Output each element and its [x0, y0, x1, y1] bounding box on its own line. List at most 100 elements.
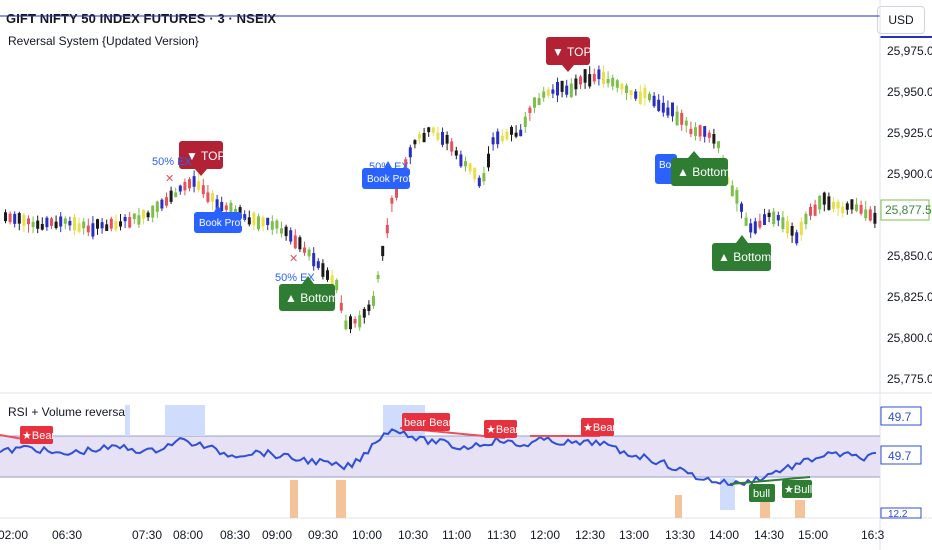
bottom-signal-1[interactable]: ▲ Bottom — [279, 276, 338, 311]
candle-body — [542, 91, 546, 98]
candle-body — [574, 78, 578, 90]
rsi-bull-label-2[interactable]: ★Bull — [782, 480, 812, 498]
candle-body — [109, 218, 113, 229]
candle-body — [13, 213, 17, 224]
candle-body — [257, 216, 260, 230]
candle-body — [477, 177, 481, 187]
candle-body — [303, 247, 306, 253]
candle-body — [330, 275, 334, 288]
candle-body — [744, 217, 748, 226]
candle-body — [17, 213, 21, 224]
symbol-title[interactable]: GIFT NIFTY 50 INDEX FUTURES · 3 · NSEIX — [6, 11, 277, 26]
candle-body — [473, 168, 477, 180]
candle-body — [4, 212, 7, 222]
currency-button[interactable]: USD — [877, 6, 925, 34]
candle-body — [114, 221, 118, 230]
candle-body — [197, 181, 201, 190]
rsi-bear-label-4[interactable]: ★Bear — [581, 418, 616, 436]
candle-body — [431, 127, 435, 133]
candle-body — [597, 69, 601, 80]
candle-body — [123, 216, 127, 222]
candle-body — [289, 230, 293, 242]
rsi-bull-text: ★Bull — [784, 484, 812, 496]
candle-body — [358, 315, 362, 328]
bottom-signal-label: ▲ Bottom — [677, 165, 730, 179]
candle-body — [261, 217, 265, 227]
book-profit-signal-2[interactable]: Book Profit — [362, 161, 416, 189]
rsi-bull-text: bull — [753, 488, 770, 500]
candle-body — [749, 223, 753, 233]
volume-highlight — [760, 498, 770, 518]
candle-body — [280, 228, 283, 234]
candle-body — [146, 212, 150, 218]
bottom-signal-3[interactable]: ▲ Bottom — [712, 235, 771, 271]
candle-body — [717, 141, 720, 149]
candles — [4, 65, 877, 334]
candle-body — [63, 218, 67, 224]
candle-body — [220, 201, 224, 211]
candle-body — [565, 85, 569, 95]
top-signal-2[interactable]: ▼ TOP — [546, 37, 591, 72]
bottom-signal-2[interactable]: ▲ Bottom — [671, 151, 730, 186]
candle-body — [735, 189, 739, 204]
time-tick: 16:3 — [861, 528, 885, 542]
time-tick: 02:00 — [0, 528, 28, 542]
candle-body — [859, 204, 863, 214]
candle-body — [395, 185, 398, 198]
time-tick: 11:30 — [487, 528, 516, 542]
candle-body — [850, 199, 854, 210]
candle-body — [459, 154, 463, 167]
candle-body — [234, 208, 237, 215]
candle-body — [45, 217, 49, 228]
price-tick: 25,850.0 — [887, 249, 932, 263]
candle-body — [505, 131, 509, 140]
candle-body — [643, 87, 647, 99]
price-axis: 25,975.0 25,950.0 25,925.0 25,900.0 25,8… — [880, 44, 932, 386]
candle-body — [339, 302, 343, 311]
time-axis: 02:00 06:30 07:30 08:00 08:30 09:00 09:3… — [0, 528, 885, 542]
top-signal-label: ▼ TOP — [186, 149, 225, 163]
candle-body — [270, 221, 274, 230]
candle-body — [77, 223, 81, 232]
candle-body — [763, 214, 766, 225]
candle-body — [188, 179, 191, 189]
candle-body — [376, 274, 380, 279]
rsi-bear-label-2[interactable]: bear Bear — [402, 413, 453, 431]
price-tick: 25,800.0 — [887, 331, 932, 345]
candle-body — [579, 76, 582, 85]
volume-highlight — [675, 495, 682, 518]
rsi-value-tag — [880, 406, 922, 426]
candle-body — [491, 137, 495, 145]
candle-body — [441, 131, 444, 145]
rsi-pane-title[interactable]: RSI + Volume reversal — [8, 405, 128, 419]
candle-body — [119, 221, 122, 227]
rsi-bear-label-1[interactable]: ★Bear — [20, 426, 55, 444]
book-profit-signal-1[interactable]: Book Profit — [194, 205, 248, 233]
candle-body — [229, 202, 233, 214]
candle-body — [247, 217, 251, 225]
rsi-bear-label-3[interactable]: ★Bear — [484, 420, 519, 438]
candle-body — [827, 196, 831, 210]
candle-body — [634, 91, 638, 99]
candle-body — [620, 83, 624, 90]
candle-body — [813, 204, 817, 216]
candle-body — [211, 193, 214, 202]
candle-body — [206, 192, 210, 202]
candle-body — [689, 128, 693, 135]
candle-body — [404, 159, 408, 170]
rsi-bull-label-1[interactable]: bull — [749, 484, 775, 502]
candle-body — [606, 78, 610, 84]
indicator-legend[interactable]: Reversal System {Updated Version} — [8, 34, 199, 48]
candle-body — [82, 221, 86, 229]
candle-body — [832, 201, 835, 209]
exit-marker-icon: ✕ — [289, 253, 298, 265]
candle-body — [422, 132, 426, 143]
candle-body — [31, 221, 35, 228]
rsi-value-lower: 49.7 — [888, 449, 912, 463]
candle-body — [730, 185, 734, 197]
candle-body — [36, 220, 40, 229]
top-signal-1[interactable]: ▼ TOP — [179, 141, 225, 176]
candle-body — [638, 91, 642, 104]
candle-body — [482, 173, 486, 182]
